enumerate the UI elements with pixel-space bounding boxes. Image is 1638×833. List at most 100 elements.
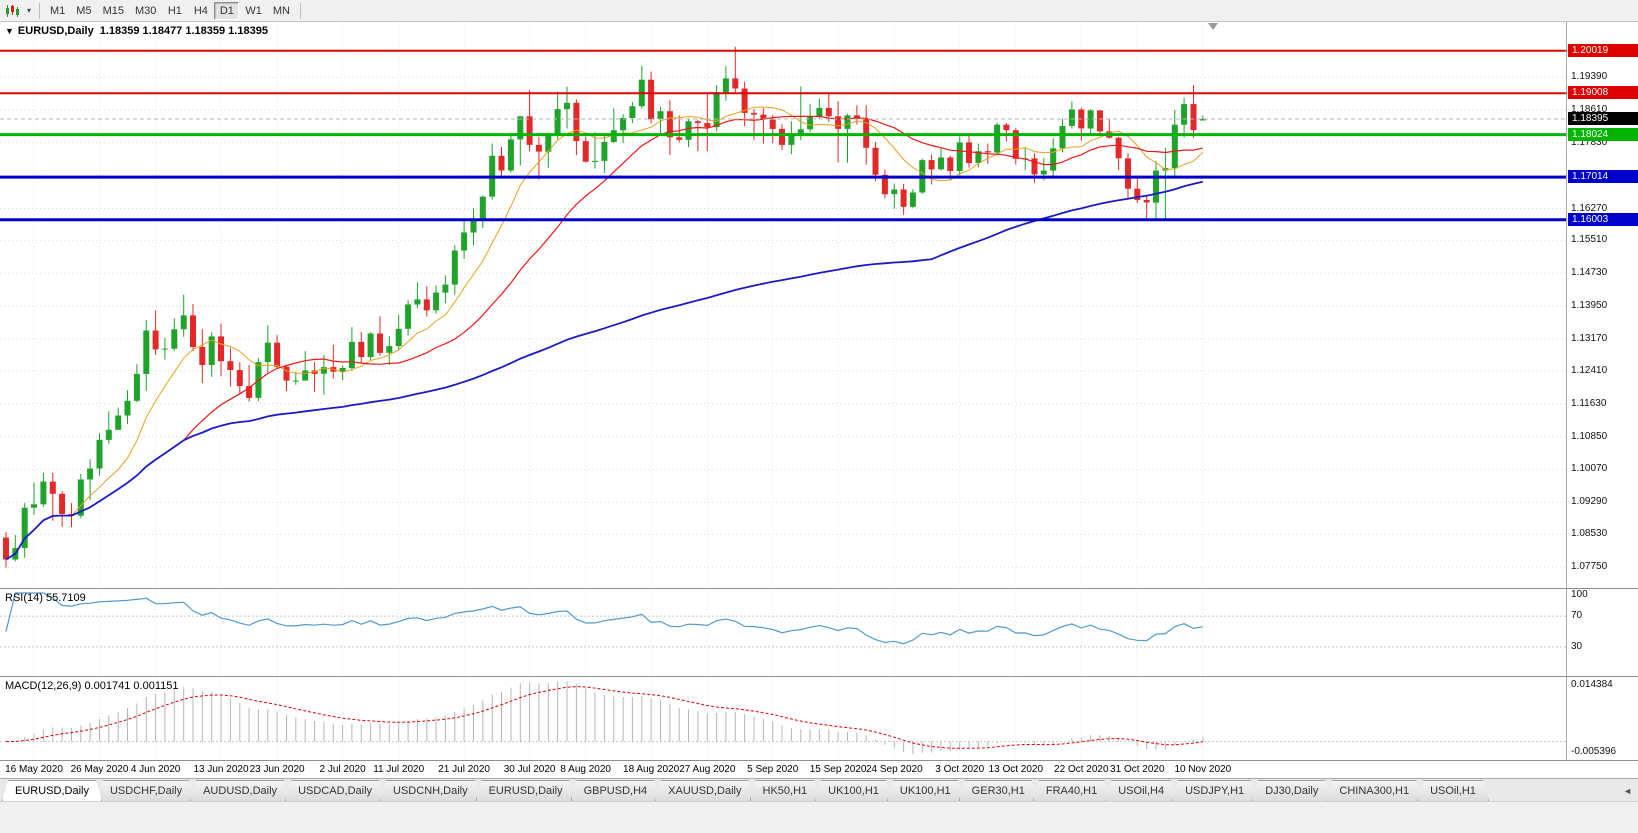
chart-tab[interactable]: USOil,H1 <box>1417 780 1489 801</box>
chart-tab[interactable]: CHINA300,H1 <box>1326 780 1422 801</box>
chart-tab[interactable]: GER30,H1 <box>959 780 1038 801</box>
price-axis-label: 1.12410 <box>1571 364 1608 376</box>
chart-tab[interactable]: DJ30,Daily <box>1252 780 1331 801</box>
chart-tab[interactable]: EURUSD,Daily <box>2 780 102 801</box>
date-label: 8 Aug 2020 <box>560 764 611 775</box>
chart-tab[interactable]: XAUUSD,Daily <box>655 780 754 801</box>
price-chart-pane[interactable]: ▼ EURUSD,Daily 1.18359 1.18477 1.18359 1.1… <box>0 22 1638 588</box>
macd-label: MACD(12,26,9) 0.001741 0.001151 <box>5 680 179 692</box>
current-price-badge: 1.18395 <box>1568 112 1638 125</box>
rsi-axis-label: 100 <box>1571 589 1588 600</box>
toolbar: ▾ M1 M5 M15 M30 H1 H4 D1 W1 MN <box>0 0 1638 22</box>
level-price-badge: 1.20019 <box>1568 43 1638 57</box>
chart-tab[interactable]: USOil,H4 <box>1105 780 1177 801</box>
date-label: 30 Jul 2020 <box>503 764 556 775</box>
level-price-badge: 1.16003 <box>1568 212 1638 226</box>
price-axis-label: 1.17830 <box>1571 136 1608 148</box>
date-label: 26 May 2020 <box>70 764 129 775</box>
date-label: 31 Oct 2020 <box>1110 764 1165 775</box>
date-label: 13 Jun 2020 <box>193 764 249 775</box>
date-label: 10 Nov 2020 <box>1174 764 1232 775</box>
chart-tab[interactable]: FRA40,H1 <box>1033 780 1110 801</box>
level-price-badge: 1.19008 <box>1568 86 1638 100</box>
date-label: 22 Oct 2020 <box>1054 764 1109 775</box>
chart-tab[interactable]: USDCNH,Daily <box>380 780 481 801</box>
chart-tab[interactable]: UK100,H1 <box>887 780 964 801</box>
date-label: 16 May 2020 <box>5 764 63 775</box>
level-price-badge: 1.17014 <box>1568 170 1638 184</box>
timeframe-button-h1[interactable]: H1 <box>167 4 182 17</box>
price-axis-label: 1.11630 <box>1571 397 1607 409</box>
chart-tab[interactable]: AUDUSD,Daily <box>190 780 290 801</box>
chart-type-icon-glyph <box>6 4 19 17</box>
date-label: 18 Aug 2020 <box>623 764 680 775</box>
chart-tab[interactable]: EURUSD,Daily <box>476 780 576 801</box>
price-axis-label: 1.14730 <box>1571 267 1608 279</box>
chart-tab[interactable]: HK50,H1 <box>750 780 821 801</box>
date-label: 13 Oct 2020 <box>988 764 1044 775</box>
chart-tab[interactable]: UK100,H1 <box>815 780 892 801</box>
timeframe-button-w1[interactable]: W1 <box>245 4 262 17</box>
chart-tab[interactable]: USDCHF,Daily <box>97 780 195 801</box>
macd-canvas[interactable] <box>0 677 1566 760</box>
price-axis-label: 1.13170 <box>1571 332 1608 344</box>
macd-axis[interactable]: 0.014384 -0.005396 <box>1566 677 1638 760</box>
timeframe-button-m15[interactable]: M15 <box>102 4 124 17</box>
chart-tab[interactable]: USDCAD,Daily <box>285 780 385 801</box>
chart-type-icon[interactable] <box>3 2 23 20</box>
chart-symbol-period: EURUSD,Daily <box>17 25 94 37</box>
chart-tab[interactable]: USDJPY,H1 <box>1172 780 1257 801</box>
chart-title: ▼ EURUSD,Daily 1.18359 1.18477 1.18359 1.1… <box>5 25 268 37</box>
timeframe-button-m1[interactable]: M1 <box>50 4 66 17</box>
timeframe-button-d1[interactable]: D1 <box>214 1 240 20</box>
date-label: 27 Aug 2020 <box>679 764 736 775</box>
price-axis[interactable]: 1.193901.186101.178301.170501.162701.155… <box>1566 22 1638 588</box>
price-chart-canvas[interactable] <box>0 22 1566 588</box>
date-label: 23 Jun 2020 <box>249 764 305 775</box>
chart-stack: ▼ EURUSD,Daily 1.18359 1.18477 1.18359 1.1… <box>0 22 1638 833</box>
date-label: 5 Sep 2020 <box>747 764 799 775</box>
chart-dropdown-caret-icon[interactable]: ▾ <box>26 6 31 15</box>
bottom-strip <box>0 801 1638 833</box>
chart-tabs: EURUSD,Daily USDCHF,Daily AUDUSD,Daily USDC… <box>2 781 1636 801</box>
rsi-label: RSI(14) 55.7109 <box>5 592 86 604</box>
chart-shift-marker-icon[interactable] <box>1208 23 1218 30</box>
date-label: 2 Jul 2020 <box>319 764 366 775</box>
price-axis-label: 1.15510 <box>1571 234 1608 246</box>
timeframe-button-m30[interactable]: M30 <box>134 4 157 17</box>
date-label: 3 Oct 2020 <box>935 764 985 775</box>
timeframe-button-m5[interactable]: M5 <box>76 4 92 17</box>
price-axis-label: 1.10850 <box>1571 430 1608 442</box>
price-axis-label: 1.18610 <box>1571 104 1608 115</box>
chart-tab[interactable]: GBPUSD,H4 <box>571 780 661 801</box>
timeframe-button-mn[interactable]: MN <box>272 4 290 17</box>
timeframe-button-group: M1 M5 M15 M30 H1 H4 D1 W1 MN <box>45 1 295 20</box>
rsi-indicator-pane[interactable]: RSI(14) 55.7109 100 70 30 <box>0 588 1638 676</box>
chart-ohlc-values: 1.18359 1.18477 1.18359 1.18395 <box>99 25 268 37</box>
date-label: 21 Jul 2020 <box>438 764 490 775</box>
one-click-trading-icon[interactable]: ▼ <box>5 26 14 36</box>
macd-axis-min: -0.005396 <box>1571 746 1617 757</box>
date-label: 24 Sep 2020 <box>865 764 923 775</box>
timeframe-button-h4[interactable]: H4 <box>193 4 208 17</box>
chart-tab-bar: EURUSD,Daily USDCHF,Daily AUDUSD,Daily USDC… <box>0 778 1638 801</box>
price-axis-label: 1.19390 <box>1571 71 1608 83</box>
macd-indicator-pane[interactable]: MACD(12,26,9) 0.001741 0.001151 0.014384… <box>0 676 1638 760</box>
price-axis-label: 1.13950 <box>1571 300 1608 312</box>
date-label: 11 Jul 2020 <box>373 764 425 775</box>
rsi-axis-label: 70 <box>1571 610 1583 622</box>
price-axis-label: 1.09290 <box>1571 496 1608 508</box>
rsi-axis-label: 30 <box>1571 640 1583 652</box>
price-axis-label: 1.08530 <box>1571 528 1608 540</box>
rsi-axis[interactable]: 100 70 30 <box>1566 589 1638 676</box>
date-label: 4 Jun 2020 <box>130 764 181 775</box>
toolbar-separator <box>299 2 301 19</box>
macd-axis-max: 0.014384 <box>1571 679 1613 690</box>
date-label: 15 Sep 2020 <box>809 764 867 775</box>
rsi-canvas[interactable] <box>0 589 1566 676</box>
tab-scroll-left-icon[interactable]: ◄ <box>1620 785 1635 797</box>
price-axis-label: 1.10070 <box>1571 463 1608 475</box>
level-price-badge: 1.18024 <box>1568 127 1638 141</box>
time-axis[interactable]: 16 May 2020 26 May 2020 4 Jun 2020 13 Jun 2… <box>0 760 1638 778</box>
